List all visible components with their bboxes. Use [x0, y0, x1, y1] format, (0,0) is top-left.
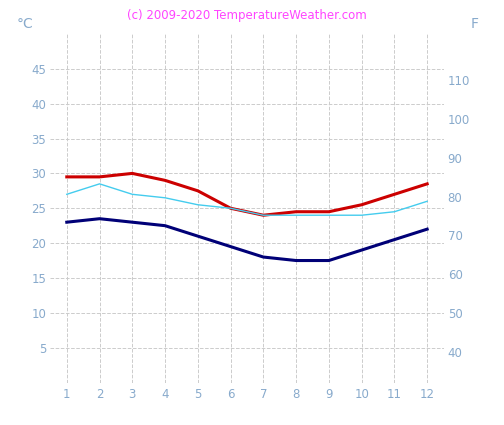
Text: F: F — [471, 17, 479, 31]
Text: (c) 2009-2020 TemperatureWeather.com: (c) 2009-2020 TemperatureWeather.com — [127, 9, 367, 22]
Text: °C: °C — [17, 17, 34, 31]
